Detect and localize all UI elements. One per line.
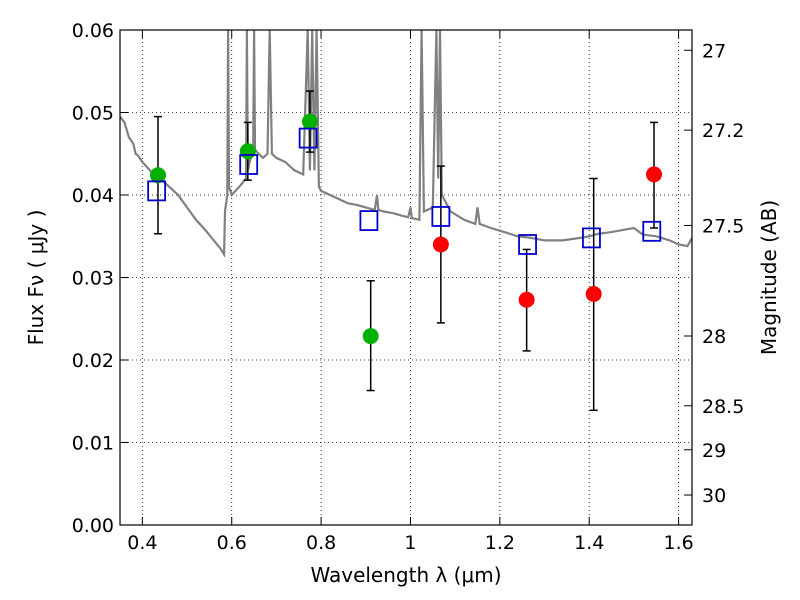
y-tick-label: 0.02 [72, 350, 114, 372]
y-tick-label: 0.03 [72, 268, 114, 290]
data-markers [147, 113, 663, 345]
model-flux-square [431, 206, 451, 227]
y2-tick-label: 27 [702, 40, 726, 62]
x-tick-label: 1.2 [485, 532, 515, 554]
y-tick-label: 0.04 [72, 185, 114, 207]
photometry-point [301, 113, 318, 130]
y-axis-label: Flux Fν ( μJy ) [24, 210, 48, 346]
photometry-point [149, 167, 166, 184]
plot-frame [119, 29, 693, 526]
model-flux-square [359, 210, 379, 231]
model-flux-square [147, 180, 167, 202]
x-tick-label: 0.6 [217, 532, 247, 554]
y-tick-label: 0.06 [72, 20, 114, 42]
photometry-point [646, 166, 663, 183]
y2-tick-label: 28.5 [702, 396, 744, 418]
model-flux-square [582, 227, 601, 249]
grid-lines [120, 30, 692, 525]
y-tick-label: 0.05 [72, 103, 114, 125]
photometry-point [585, 286, 602, 302]
y-tick-label: 0.00 [72, 515, 114, 537]
model-flux-square [239, 154, 259, 175]
model-flux-square [518, 234, 537, 255]
y-tick-label: 0.01 [72, 433, 114, 455]
tick-labels: 0.4 0.6 0.8 1 1.2 1.4 1.6 0.00 0.01 0.02 0.03 0.04 0… [72, 20, 745, 554]
x-tick-label: 0.4 [127, 532, 157, 554]
model-flux-square [298, 127, 318, 149]
x-axis-label: Wavelength λ (μm) [310, 563, 501, 587]
x-tick-label: 0.8 [306, 532, 336, 554]
y2-tick-label: 29 [702, 440, 726, 462]
x-tick-label: 1 [404, 532, 416, 554]
model-spectrum [120, 30, 692, 259]
y2-tick-label: 27.5 [702, 215, 744, 237]
model-spectrum-line [120, 30, 692, 259]
y2-tick-label: 30 [702, 485, 726, 507]
photometry-point [518, 291, 535, 308]
y2-tick-label: 28 [702, 326, 726, 348]
photometry-point [432, 236, 449, 253]
x-tick-label: 1.6 [663, 532, 693, 554]
x-tick-label: 1.4 [574, 532, 604, 554]
photometry-point [362, 328, 379, 345]
photometry-point [239, 143, 256, 160]
model-flux-square [642, 220, 662, 242]
axis-ticks [120, 29, 692, 526]
y2-tick-label: 27.2 [702, 120, 744, 142]
y2-axis-label: Magnitude (AB) [757, 200, 781, 355]
